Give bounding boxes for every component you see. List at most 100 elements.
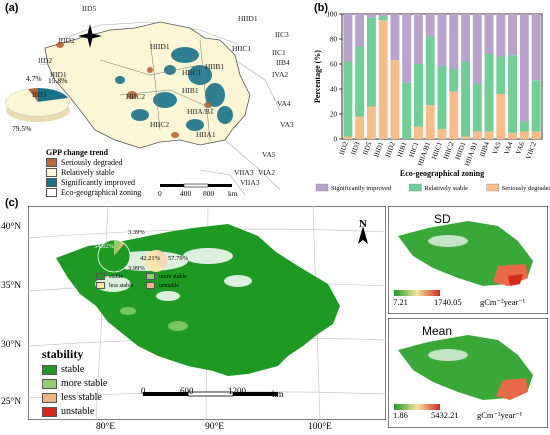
north-label: N (359, 218, 367, 230)
lon-label: 80°E (96, 422, 116, 432)
y-tick-label: 100 (327, 11, 338, 19)
legend-swatch (96, 273, 105, 280)
x-tick-label: VA5 (491, 140, 503, 155)
bar-segment (519, 131, 529, 139)
x-tick-label: VA6 (514, 140, 526, 155)
scale-c-label-0: 0 (141, 386, 146, 396)
lat-label: 25°N (1, 397, 22, 407)
bar-segment (390, 14, 400, 61)
legend-swatch (46, 188, 57, 197)
bar-segment (437, 129, 447, 139)
x-tick-label: IID2 (338, 140, 350, 156)
legend-swatch (42, 392, 57, 403)
zone-label: IIB4 (276, 58, 290, 67)
legend-swatch (146, 282, 155, 289)
zone-label: HIIA1 (196, 130, 216, 139)
bar-segment (449, 91, 459, 139)
legend-label: Seriously degraded (61, 158, 123, 167)
x-tick-label: VA4 (503, 140, 515, 155)
legend-label: more stable (61, 378, 108, 389)
mean-min: 1.86 (393, 410, 408, 420)
bar-segment (449, 14, 459, 69)
bar-segment (472, 84, 482, 132)
mean-inset (388, 318, 548, 428)
x-tick-label: IID5 (361, 140, 373, 156)
zone-label: HIIC1 (182, 68, 202, 77)
legend-label: Seriously degraded (502, 185, 550, 192)
legend-swatch (42, 406, 57, 417)
x-tick-label: IID3 (349, 140, 361, 156)
scale-bar-a (160, 183, 232, 188)
panel-b-label: (b) (314, 2, 329, 14)
bar-segment (484, 131, 494, 139)
bar-segment (508, 132, 518, 139)
sd-max: 1740.05 (434, 297, 462, 307)
zone-label: HIIC2 (126, 92, 146, 101)
lat-label: 30°N (1, 340, 22, 350)
scale-bar-c (143, 391, 278, 397)
zone-label: IID3 (32, 90, 47, 99)
bar-segment (437, 66, 447, 129)
zone-label: IID5 (82, 4, 97, 13)
zone-label: HIB1 (182, 86, 199, 95)
legend-label: more stable (159, 273, 187, 280)
legend-swatch (486, 183, 500, 192)
bar-segment (390, 60, 400, 139)
bar-segment (378, 14, 388, 17)
mean-max: 5432.21 (431, 410, 459, 420)
zone-label: HIIB1 (205, 62, 225, 71)
scale-c-label-3: km (272, 389, 284, 399)
zone-label: IIC3 (275, 30, 289, 39)
legend-label: stable (61, 364, 85, 375)
y-axis-label: Percentage (%) (313, 50, 322, 103)
bar-segment (531, 131, 541, 139)
y-tick-label: 40 (330, 86, 338, 94)
bar-segment (378, 16, 388, 21)
panel-c-map (28, 206, 386, 420)
bar-segment (402, 14, 412, 83)
panel-a-map (5, 21, 281, 196)
stability-title: stability (42, 347, 84, 361)
bar-segment (496, 94, 506, 139)
scale-a-label-3: km (228, 189, 238, 198)
legend-swatch (42, 364, 57, 375)
bar-segment (414, 126, 423, 139)
scale-a-label-2: 800 (203, 189, 215, 198)
pie-a-value-improved: 15.8% (48, 76, 68, 85)
legend-swatch (46, 168, 57, 177)
bar-segment (484, 54, 494, 132)
legend-label: Eco-geographical zoning (61, 188, 142, 197)
pie-c-label: 42.21% (140, 255, 161, 262)
bar-segment (449, 69, 459, 92)
bar-segment (531, 14, 541, 81)
zone-label: HIIA/B1 (187, 107, 214, 116)
zone-label: IIID1 (50, 70, 67, 79)
bar-segment (519, 121, 529, 132)
bar-segment (508, 14, 518, 56)
sd-inset (388, 206, 548, 314)
bar-segment (366, 17, 376, 107)
legend-label: unstable (61, 406, 95, 417)
pie-c-label: 3.99% (128, 265, 145, 272)
pie-a (5, 88, 70, 122)
bar-segment (531, 80, 541, 132)
pie-legend-item: more stable (146, 273, 187, 280)
bar-segment (378, 20, 388, 139)
sd-title: SD (434, 212, 451, 226)
improved-patches (115, 47, 233, 131)
scale-c-label-2: 1200 (228, 386, 246, 396)
mean-unit: gCm⁻²year⁻¹ (477, 410, 523, 420)
x-axis-label: Eco-geographical zoning (400, 169, 484, 178)
legend-label: less stable (61, 392, 102, 403)
bar-segment (366, 14, 376, 18)
stability-item: less stable (42, 392, 102, 403)
bar-segment (425, 14, 435, 37)
degraded-patches (56, 42, 212, 138)
north-arrow (358, 226, 368, 244)
pie-a-value-degraded: 4.7% (26, 74, 42, 83)
legend-swatch (96, 282, 105, 289)
zone-label: VIA2 (258, 168, 276, 177)
bar-segment (414, 64, 423, 127)
bar-segment (496, 56, 506, 94)
